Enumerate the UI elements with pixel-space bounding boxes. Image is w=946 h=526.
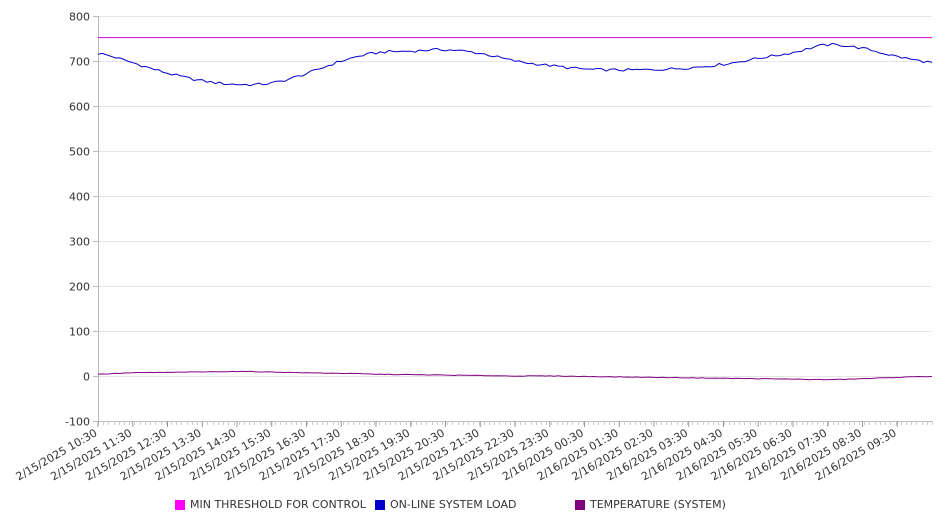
legend-swatch-online-system-load bbox=[375, 499, 385, 510]
gridlines bbox=[98, 16, 932, 422]
legend-item-temperature-system[interactable]: TEMPERATURE (SYSTEM) bbox=[575, 498, 726, 511]
series-lines bbox=[97, 37, 933, 381]
legend-swatch-min-threshold bbox=[175, 499, 185, 510]
legend: MIN THRESHOLD FOR CONTROL ON-LINE SYSTEM… bbox=[175, 498, 935, 514]
y-tick-label: 800 bbox=[69, 11, 90, 24]
legend-label-min-threshold: MIN THRESHOLD FOR CONTROL bbox=[190, 498, 366, 511]
y-tick-label: 300 bbox=[69, 236, 90, 249]
y-tick-label: 400 bbox=[69, 191, 90, 204]
axes bbox=[93, 16, 933, 427]
legend-label-temperature-system: TEMPERATURE (SYSTEM) bbox=[590, 498, 726, 511]
y-tick-label: -100 bbox=[65, 416, 90, 429]
y-tick-label: 200 bbox=[69, 281, 90, 294]
series-line-temperature-system bbox=[97, 370, 933, 381]
y-tick-labels: 800 700 600 500 400 300 200 100 0 -100 bbox=[65, 11, 90, 429]
legend-item-online-system-load[interactable]: ON-LINE SYSTEM LOAD bbox=[375, 498, 516, 511]
legend-item-min-threshold[interactable]: MIN THRESHOLD FOR CONTROL bbox=[175, 498, 366, 511]
y-tick-label: 700 bbox=[69, 56, 90, 69]
y-tick-label: 100 bbox=[69, 326, 90, 339]
legend-swatch-temperature-system bbox=[575, 499, 585, 510]
x-tick-labels: 2/15/2025 10:302/15/2025 11:302/15/2025 … bbox=[14, 426, 899, 483]
y-tick-label: 0 bbox=[83, 371, 90, 384]
y-tick-label: 600 bbox=[69, 101, 90, 114]
series-line-on-line-system-load bbox=[97, 42, 933, 87]
legend-label-online-system-load: ON-LINE SYSTEM LOAD bbox=[390, 498, 517, 511]
y-tick-label: 500 bbox=[69, 146, 90, 159]
